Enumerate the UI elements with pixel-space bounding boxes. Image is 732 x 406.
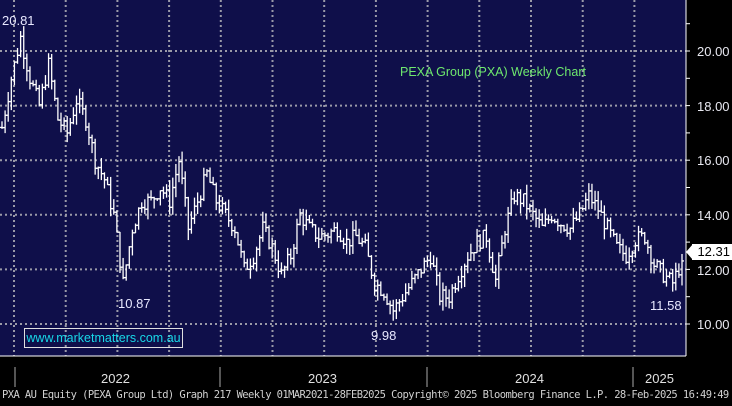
last-price-label: 12.31 (692, 244, 732, 260)
y-tick-label: 12.00 (697, 263, 730, 278)
chart-title: PEXA Group (PXA) Weekly Chart (400, 65, 586, 79)
y-tick-label: 10.00 (697, 317, 730, 332)
last-price-marker-icon (686, 244, 693, 260)
watermark-link[interactable]: www.marketmatters.com.au (24, 328, 183, 348)
x-tick-label: 2025 (645, 371, 674, 386)
plot-background (0, 0, 686, 356)
annotation-low-2022: 10.87 (118, 296, 151, 311)
annotation-low-2023: 9.98 (371, 328, 397, 343)
y-tick-label: 14.00 (697, 208, 730, 223)
y-tick-label: 16.00 (697, 153, 730, 168)
y-tick-label: 20.00 (697, 44, 730, 59)
x-tick-label: 2023 (308, 371, 337, 386)
x-tick-label: 2024 (515, 371, 544, 386)
annotation-high: 20.81 (2, 13, 35, 28)
footer-info: PXA AU Equity (PEXA Group Ltd) Graph 217… (2, 389, 729, 401)
x-tick-label: 2022 (101, 371, 130, 386)
y-tick-label: 18.00 (697, 99, 730, 114)
annotation-low-2025: 11.58 (650, 298, 682, 313)
